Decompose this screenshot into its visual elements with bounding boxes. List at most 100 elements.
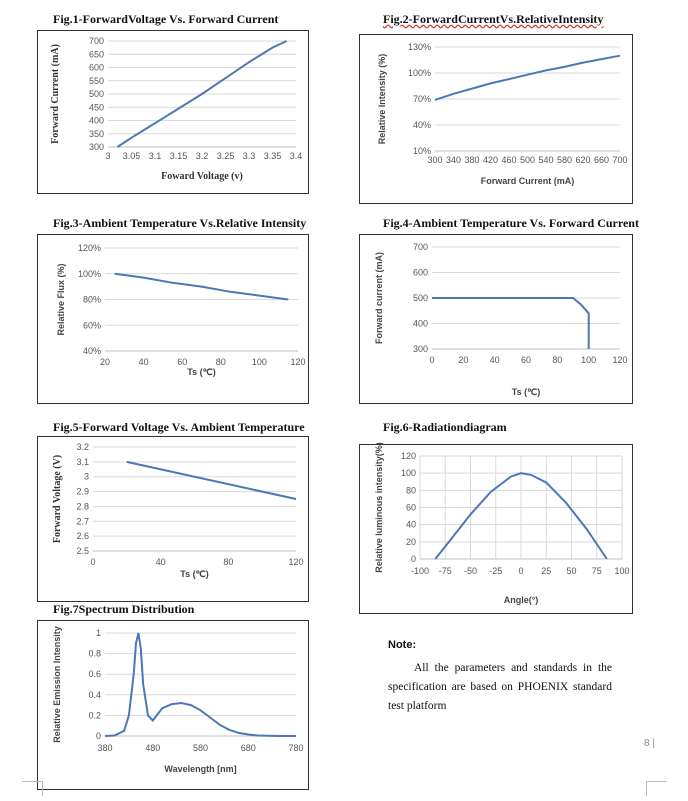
fig7-xtick-label: 680 <box>241 743 256 753</box>
fig2-title: Fig.2-ForwardCurrentVs.RelativeIntensity <box>383 12 604 26</box>
fig2-xtick-label: 500 <box>520 155 535 165</box>
fig7-ytick-label: 0.2 <box>88 710 101 720</box>
fig6-title: Fig.6-Radiationdiagram <box>383 420 507 434</box>
fig1-xtick-label: 3.15 <box>170 151 188 161</box>
fig7-xtick-label: 580 <box>193 743 208 753</box>
fig3-ytick-label: 40% <box>83 346 101 356</box>
fig7-series-line <box>104 632 296 737</box>
fig2-xtick-label: 340 <box>446 155 461 165</box>
note-heading: Note: <box>388 639 417 651</box>
fig1-ytick-label: 650 <box>89 49 104 59</box>
fig5-ytick-label: 2.5 <box>76 546 89 556</box>
fig1-ytick-label: 400 <box>89 116 104 126</box>
fig2-chart: 10% 40% 70% 100% 130% 300 340 380 420 460 500 540 58… <box>359 34 633 204</box>
fig5-series-line <box>126 460 297 500</box>
fig5-y-axis-label: Forward Voltage (V) <box>52 455 63 543</box>
fig1-y-axis-label: Forward Current (mA) <box>50 44 61 144</box>
fig6-svg: 0 20 40 60 80 100 120 -100 -75 -50 -25 0 25 50 75 100 An… <box>374 442 630 605</box>
fig5-ytick-label: 3.2 <box>76 442 89 452</box>
fig2-ytick-label: 10% <box>413 146 431 156</box>
fig2-y-axis-label: Relative Intensity (%) <box>377 54 387 145</box>
fig3-series-line <box>114 272 289 301</box>
fig1-ytick-label: 350 <box>89 129 104 139</box>
fig5-title: Fig.5-Forward Voltage Vs. Ambient Temper… <box>53 420 305 434</box>
fig7-xtick-label: 380 <box>97 743 112 753</box>
fig7-ytick-label: 0 <box>96 731 101 741</box>
fig2-xtick-label: 540 <box>538 155 553 165</box>
fig1-series-line <box>116 40 288 148</box>
fig2-xtick-label: 460 <box>501 155 516 165</box>
fig5-xtick-label: 80 <box>223 557 233 567</box>
fig1-ytick-label: 450 <box>89 102 104 112</box>
fig4-ytick-label: 600 <box>413 268 428 278</box>
fig5-ytick-label: 2.6 <box>76 531 89 541</box>
fig6-chart: 0 20 40 60 80 100 120 -100 -75 -50 -25 0 25 50 75 100 An… <box>359 442 633 614</box>
fig3-ytick-label: 80% <box>83 295 101 305</box>
fig3-xtick-label: 60 <box>177 357 187 367</box>
fig5-ytick-label: 3 <box>84 472 89 482</box>
fig4-svg: 300 400 500 600 700 0 20 40 60 80 100 120 Ts (℃) Forw… <box>374 242 628 397</box>
fig1-xtick-label: 3.35 <box>264 151 282 161</box>
note-body: All the parameters and standards in the … <box>388 662 612 712</box>
fig2-xtick-label: 420 <box>483 155 498 165</box>
fig6-xtick-label: 50 <box>566 566 576 576</box>
fig2-ytick-label: 100% <box>408 68 431 78</box>
fig6-ytick-label: 60 <box>406 503 416 513</box>
fig3-xtick-label: 100 <box>252 357 267 367</box>
fig4-xtick-label: 80 <box>552 355 562 365</box>
fig6-ytick-label: 120 <box>401 451 416 461</box>
page-number: 8 | <box>644 738 655 749</box>
fig1-xtick-label: 3.25 <box>217 151 235 161</box>
fig4-title: Fig.4-Ambient Temperature Vs. Forward Cu… <box>383 216 639 230</box>
fig1-ytick-label: 550 <box>89 76 104 86</box>
fig6-xtick-label: -50 <box>464 566 477 576</box>
fig7-svg: 0 0.2 0.4 0.6 0.8 1 380 480 580 680 780 Wavelength … <box>52 626 304 774</box>
fig1-xtick-label: 3 <box>105 151 110 161</box>
fig5-xtick-label: 40 <box>156 557 166 567</box>
fig4-chart: 300 400 500 600 700 0 20 40 60 80 100 120 Ts (℃) Forw… <box>359 234 633 404</box>
fig1-xtick-label: 3.4 <box>290 151 303 161</box>
fig7-ytick-label: 0.6 <box>88 669 101 679</box>
fig7-xtick-label: 480 <box>145 743 160 753</box>
fig6-ytick-label: 100 <box>401 468 416 478</box>
fig4-xtick-label: 20 <box>458 355 468 365</box>
fig4-x-axis-label: Ts (℃) <box>512 387 540 397</box>
page-number-text: 8 <box>644 738 650 749</box>
fig4-ytick-label: 700 <box>413 242 428 252</box>
note-block: Note: All the parameters and standards i… <box>388 636 612 716</box>
fig6-ytick-label: 40 <box>406 520 416 530</box>
fig4-y-axis-label: Forward current (mA) <box>374 252 384 344</box>
fig1-svg: 300 350 400 450 500 550 600 650 700 3 3.05 3.1 3.15 3… <box>50 36 303 182</box>
fig6-xtick-label: 75 <box>592 566 602 576</box>
fig6-ytick-label: 20 <box>406 537 416 547</box>
fig2-svg: 10% 40% 70% 100% 130% 300 340 380 420 460 500 540 58… <box>377 42 628 186</box>
fig7-ytick-label: 0.8 <box>88 649 101 659</box>
fig5-ytick-label: 2.7 <box>76 516 89 526</box>
fig6-xtick-label: -25 <box>489 566 502 576</box>
fig6-xtick-label: -100 <box>411 566 429 576</box>
fig3-xtick-label: 20 <box>100 357 110 367</box>
fig1-xtick-label: 3.2 <box>196 151 209 161</box>
fig2-ytick-label: 40% <box>413 120 431 130</box>
fig6-xtick-label: -75 <box>439 566 452 576</box>
fig7-y-axis-label: Relative Emission Intensity <box>52 626 62 743</box>
fig5-ytick-label: 2.9 <box>76 487 89 497</box>
fig1-title: Fig.1-ForwardVoltage Vs. Forward Current <box>53 12 279 26</box>
fig7-title: Fig.7Spectrum Distribution <box>53 602 195 616</box>
fig5-ytick-label: 2.8 <box>76 501 89 511</box>
crop-mark-left <box>22 781 43 796</box>
fig3-chart: 40% 60% 80% 100% 120% 20 40 60 80 100 120 Ts (℃) Rel… <box>37 234 309 404</box>
fig1-xtick-label: 3.3 <box>243 151 256 161</box>
fig5-ytick-label: 3.1 <box>76 457 89 467</box>
fig1-ytick-label: 500 <box>89 89 104 99</box>
fig5-xtick-label: 0 <box>90 557 95 567</box>
fig4-xtick-label: 100 <box>581 355 596 365</box>
fig7-x-axis-label: Wavelength [nm] <box>164 764 236 774</box>
fig6-xtick-label: 100 <box>614 566 629 576</box>
fig1-xtick-label: 3.05 <box>123 151 141 161</box>
fig6-y-axis-label: Relative luminous intensity(%) <box>374 442 384 573</box>
fig6-xtick-label: 0 <box>518 566 523 576</box>
fig3-ytick-label: 120% <box>78 243 101 253</box>
fig2-series-line <box>434 54 621 101</box>
fig3-ytick-label: 100% <box>78 269 101 279</box>
